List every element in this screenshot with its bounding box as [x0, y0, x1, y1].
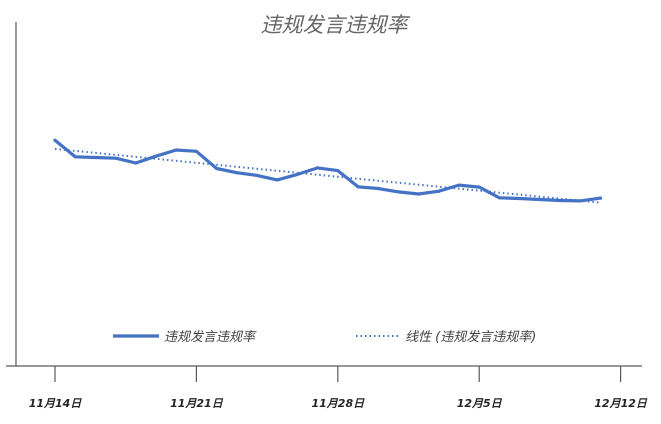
- trendline: [54, 147, 601, 204]
- data-point: [457, 183, 461, 187]
- data-point: [396, 190, 400, 194]
- data-point: [174, 148, 178, 152]
- data-point: [336, 169, 340, 173]
- x-tick-label: 12月12日: [594, 397, 648, 410]
- legend-series-label: 违规发言违规率: [164, 329, 257, 345]
- data-points: [53, 138, 603, 203]
- legend: 违规发言违规率 线性 (违规发言违规率): [113, 329, 536, 345]
- data-point: [356, 185, 360, 189]
- data-point: [53, 138, 57, 142]
- series-line: [53, 138, 603, 203]
- data-point: [417, 192, 421, 196]
- x-tick-labels: 11月14日 11月21日 11月28日 12月5日 12月12日: [29, 397, 648, 410]
- data-point: [255, 173, 259, 177]
- data-point: [437, 189, 441, 193]
- x-tick-label: 11月28日: [311, 397, 365, 410]
- data-point: [316, 166, 320, 170]
- legend-trend-label: 线性 (违规发言违规率): [405, 329, 536, 345]
- data-point: [275, 178, 279, 182]
- x-ticks: [54, 366, 622, 382]
- data-point: [235, 171, 239, 175]
- x-tick-label: 11月21日: [170, 397, 224, 410]
- data-point: [154, 154, 158, 158]
- data-point: [376, 186, 380, 191]
- data-point: [134, 161, 138, 165]
- data-point: [73, 155, 77, 159]
- data-point: [114, 156, 118, 160]
- data-point: [93, 155, 97, 160]
- x-tick-label: 12月5日: [457, 397, 503, 410]
- chart-title: 违规发言违规率: [261, 13, 411, 37]
- data-point: [497, 196, 501, 200]
- data-point: [295, 172, 299, 176]
- data-point: [477, 185, 481, 189]
- data-point: [598, 196, 603, 200]
- x-tick-label: 11月14日: [29, 397, 83, 410]
- data-point: [215, 166, 219, 171]
- data-point: [558, 198, 562, 203]
- data-point: [538, 197, 542, 202]
- data-point: [518, 196, 522, 201]
- data-point: [578, 199, 582, 203]
- data-point: [194, 149, 198, 153]
